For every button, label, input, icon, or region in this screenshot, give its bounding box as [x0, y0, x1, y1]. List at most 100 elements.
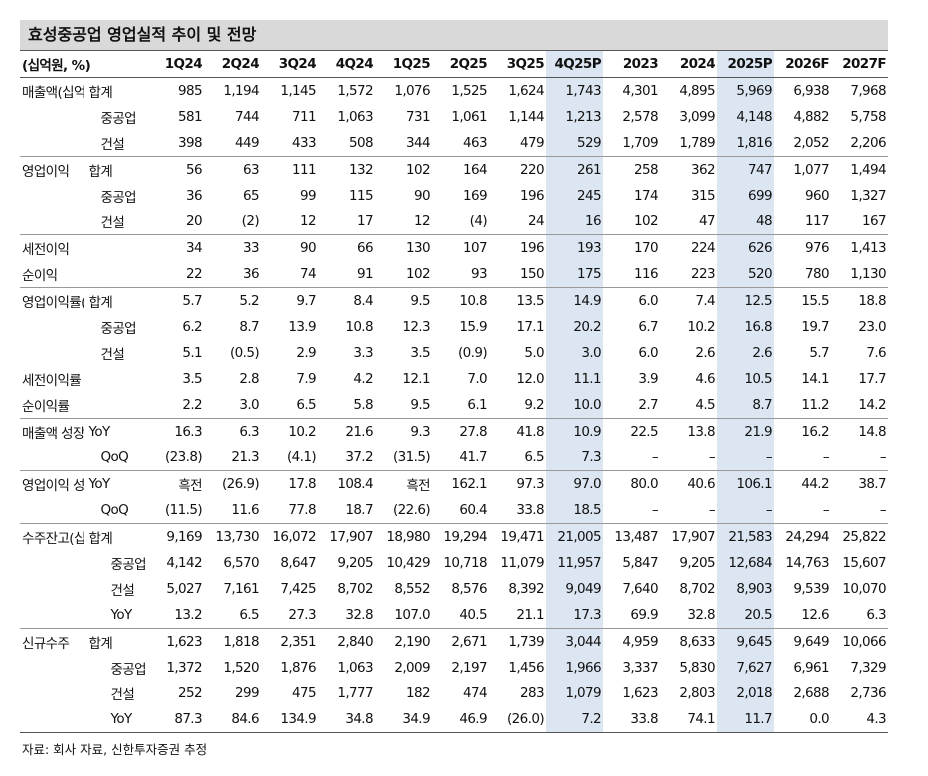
cell-value: 84.6 [204, 706, 261, 734]
cell-value: 13,730 [215, 529, 259, 546]
cell-value: 24,294 [785, 529, 829, 546]
cell-value: 108.4 [337, 476, 373, 493]
cell-value: 3.3 [353, 344, 373, 361]
cell-value: 27.8 [459, 423, 487, 440]
cell-value: 2,351 [280, 633, 316, 650]
cell-value: 17.1 [516, 318, 544, 335]
cell-value: 19.7 [801, 318, 829, 335]
cell-value: 0.0 [774, 706, 831, 734]
cell-value: 111 [292, 161, 317, 178]
row-label [20, 680, 84, 706]
cell-value: (4.1) [261, 444, 318, 472]
cell-value: 12.5 [717, 287, 774, 315]
row-label: 세전이익률 [22, 372, 82, 389]
row-sublabel [84, 366, 148, 392]
cell-value: 2,578 [622, 108, 658, 125]
cell-value: 14,763 [785, 554, 829, 571]
cell-value: 12.0 [516, 370, 544, 387]
cell-value: 33.8 [489, 497, 546, 525]
cell-value: 1,077 [793, 161, 829, 178]
cell-value: 14.9 [546, 287, 603, 315]
data-row: YoY 13.2 6.5 27.3 32.8 107.0 40.5 21.1 17.3 69.9 3… [20, 601, 888, 629]
cell-value: 2.6 [717, 339, 774, 366]
cell-value: 10.8 [345, 318, 373, 335]
column-header: 1Q24 [147, 50, 204, 78]
cell-value: 9,205 [337, 554, 373, 571]
cell-value: 33.8 [603, 706, 660, 734]
cell-value: 744 [235, 108, 260, 125]
row-label [20, 444, 84, 472]
cell-value: 2.7 [603, 391, 660, 419]
cell-value: 90 [414, 187, 431, 204]
cell-value: 8,633 [679, 633, 715, 650]
cell-value: 12.3 [402, 318, 430, 335]
column-header: 1Q25 [375, 50, 432, 78]
cell-value: 12.6 [774, 601, 831, 629]
cell-value: 4.2 [353, 370, 373, 387]
cell-value: 2,018 [717, 680, 774, 707]
cell-value: 23.0 [858, 318, 886, 335]
cell-value: 5.7 [809, 344, 829, 361]
cell-value: 97.3 [516, 476, 544, 493]
cell-value: 2,206 [831, 129, 888, 157]
data-row: 중공업 6.2 8.7 13.9 10.8 12.3 15.9 17.1 20.2 6.7 10.2… [20, 314, 888, 340]
cell-value: – [717, 497, 774, 525]
cell-value: 90 [300, 240, 317, 257]
cell-value: 7,968 [850, 82, 886, 99]
cell-value: 107 [463, 240, 488, 257]
cell-value: 8,647 [280, 554, 316, 571]
cell-value: 1,079 [546, 680, 603, 707]
cell-value: 117 [774, 208, 831, 236]
cell-value: 8,702 [337, 580, 373, 597]
cell-value: 8.7 [239, 318, 259, 335]
cell-value: 1,525 [451, 82, 487, 99]
row-sublabel: QoQ [83, 497, 147, 525]
cell-value: 1,572 [337, 82, 373, 99]
row-sublabel: 중공업 [100, 189, 137, 206]
cell-value: 17.8 [288, 476, 316, 493]
data-row: 건설 398 449 433 508 344 463 479 529 1,709 1,789 1,81… [20, 129, 888, 157]
data-row: 건설 5,027 7,161 7,425 8,702 8,552 8,576 8,392 9,0… [20, 575, 888, 602]
cell-value: 2,190 [394, 633, 430, 650]
row-label: 신규수주 [22, 635, 70, 652]
cell-value: 1,061 [451, 108, 487, 125]
column-header: 2027F [831, 50, 888, 78]
cell-value: 252 [178, 685, 203, 702]
row-label: 수주잔고(십억원) [22, 531, 84, 548]
cell-value: 976 [805, 240, 830, 257]
cell-value: 10,718 [443, 554, 487, 571]
source-note: 자료: 회사 자료, 신한투자증권 추정 [22, 742, 208, 758]
cell-value: 11.6 [204, 497, 261, 525]
cell-value: 9,049 [546, 575, 603, 602]
cell-value: 315 [691, 187, 716, 204]
cell-value: 162.1 [451, 476, 487, 493]
cell-value: 7,627 [717, 654, 774, 681]
cell-value: 1,194 [223, 82, 259, 99]
cell-value: 2,052 [774, 129, 831, 157]
cell-value: 9,169 [166, 529, 202, 546]
cell-value: 2,197 [451, 659, 487, 676]
row-label: 순이익 [20, 261, 84, 289]
data-row: 중공업 4,142 6,570 8,647 9,205 10,429 10,718 11,07… [20, 550, 888, 576]
report-table-block: 효성중공업 영업실적 추이 및 전망 (십억원, %) 1Q24 2Q24 3Q24 4… [20, 20, 888, 758]
cell-value: 18.5 [546, 497, 603, 525]
cell-value: 1,213 [546, 103, 603, 130]
row-sublabel: YoY [88, 476, 111, 493]
row-label [20, 706, 84, 734]
row-sublabel: 건설 [110, 582, 135, 599]
row-label [20, 550, 84, 576]
cell-value: 10,066 [842, 633, 886, 650]
cell-value: 13.8 [687, 423, 715, 440]
cell-value: 4,895 [679, 82, 715, 99]
row-sublabel: YoY [83, 706, 147, 734]
cell-value: 10.9 [546, 418, 603, 445]
cell-value: 4,882 [793, 108, 829, 125]
cell-value: 20 [147, 208, 204, 236]
row-label [20, 655, 84, 681]
cell-value: 40.6 [687, 476, 715, 493]
cell-value: 3.0 [204, 391, 261, 419]
cell-value: 13.2 [147, 601, 204, 629]
cell-value: 175 [546, 261, 603, 289]
cell-value: 9,205 [679, 554, 715, 571]
row-sublabel [83, 261, 147, 289]
